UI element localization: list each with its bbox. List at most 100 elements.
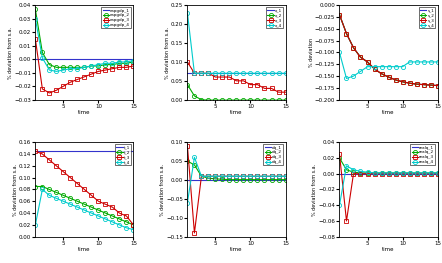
capgdp_2 (61, 66, 66, 69)
capgdp_1 (110, 58, 115, 61)
x_2 (276, 99, 281, 102)
Line: capgdp_3: capgdp_3 (33, 37, 136, 95)
t_2 (89, 206, 94, 209)
t_1 (82, 149, 87, 153)
t_1 (40, 149, 45, 153)
realq_3 (435, 172, 440, 175)
s_2 (400, 80, 405, 83)
dq_2 (192, 163, 197, 166)
x_1 (234, 72, 239, 75)
dq_3 (269, 175, 274, 178)
realq_2 (365, 171, 370, 175)
dq_4 (269, 175, 274, 178)
capgdp_1 (82, 58, 87, 61)
x_4 (227, 72, 232, 75)
t_3 (124, 214, 129, 218)
realq_3 (358, 172, 363, 175)
x_2 (199, 98, 204, 101)
s_3 (365, 60, 370, 64)
Line: t_3: t_3 (33, 149, 136, 227)
realq_3 (393, 172, 398, 175)
t_2 (110, 214, 115, 218)
dq_3 (213, 175, 218, 178)
capgdp_1 (68, 58, 73, 61)
s_3 (414, 83, 419, 86)
t_3 (110, 206, 115, 209)
x_3 (220, 75, 225, 79)
X-axis label: time: time (382, 110, 395, 115)
Line: dq_4: dq_4 (185, 155, 288, 205)
realq_4 (435, 171, 440, 175)
t_1 (54, 149, 59, 153)
t_2 (75, 200, 80, 203)
capgdp_3 (47, 92, 52, 95)
X-axis label: time: time (230, 110, 243, 115)
capgdp_3 (124, 66, 129, 69)
t_3 (89, 194, 94, 197)
dq_4 (248, 175, 253, 178)
s_3 (421, 83, 426, 86)
capgdp_4 (54, 70, 59, 73)
realq_2 (428, 171, 433, 175)
dq_3 (283, 175, 288, 178)
x_4 (192, 72, 197, 75)
t_4 (124, 226, 129, 229)
x_2 (248, 99, 253, 102)
s_2 (344, 32, 349, 35)
s_3 (435, 84, 440, 87)
x_1 (283, 72, 288, 75)
capgdp_2 (110, 63, 115, 66)
dq_1 (255, 178, 260, 181)
dq_3 (248, 175, 253, 178)
realq_1 (386, 172, 391, 175)
x_1 (269, 72, 274, 75)
s_1 (386, 75, 391, 79)
capgdp_3 (40, 87, 45, 90)
x_2 (283, 99, 288, 102)
x_3 (248, 83, 253, 86)
t_3 (96, 200, 101, 203)
dq_2 (227, 178, 232, 181)
realq_1 (393, 172, 398, 175)
X-axis label: time: time (78, 247, 91, 252)
t_2 (117, 218, 122, 221)
dq_4 (199, 175, 204, 178)
realq_4 (414, 171, 419, 175)
x_4 (206, 72, 211, 75)
dq_3 (227, 175, 232, 178)
realq_1 (337, 172, 342, 175)
s_4 (428, 60, 433, 64)
dq_4 (241, 175, 246, 178)
s_1 (372, 67, 377, 70)
X-axis label: time: time (382, 247, 395, 252)
capgdp_4 (89, 64, 94, 68)
capgdp_3 (131, 64, 136, 68)
realq_1 (407, 172, 412, 175)
s_3 (400, 80, 405, 83)
dq_1 (283, 178, 288, 181)
t_3 (33, 149, 38, 153)
capgdp_2 (96, 64, 101, 68)
s_3 (379, 72, 384, 75)
t_4 (131, 228, 136, 231)
capgdp_1 (96, 58, 101, 61)
realq_2 (386, 171, 391, 175)
dq_4 (283, 175, 288, 178)
capgdp_4 (61, 68, 66, 72)
realq_3 (400, 172, 405, 175)
s_1 (344, 32, 349, 35)
realq_2 (372, 171, 377, 175)
realq_4 (400, 171, 405, 175)
t_3 (61, 170, 66, 173)
realq_1 (400, 172, 405, 175)
capgdp_4 (75, 67, 80, 70)
t_4 (96, 214, 101, 218)
x_3 (234, 79, 239, 82)
realq_3 (421, 172, 426, 175)
realq_1 (428, 172, 433, 175)
t_3 (82, 188, 87, 191)
capgdp_3 (68, 80, 73, 84)
dq_4 (234, 175, 239, 178)
capgdp_2 (75, 66, 80, 69)
realq_2 (407, 171, 412, 175)
